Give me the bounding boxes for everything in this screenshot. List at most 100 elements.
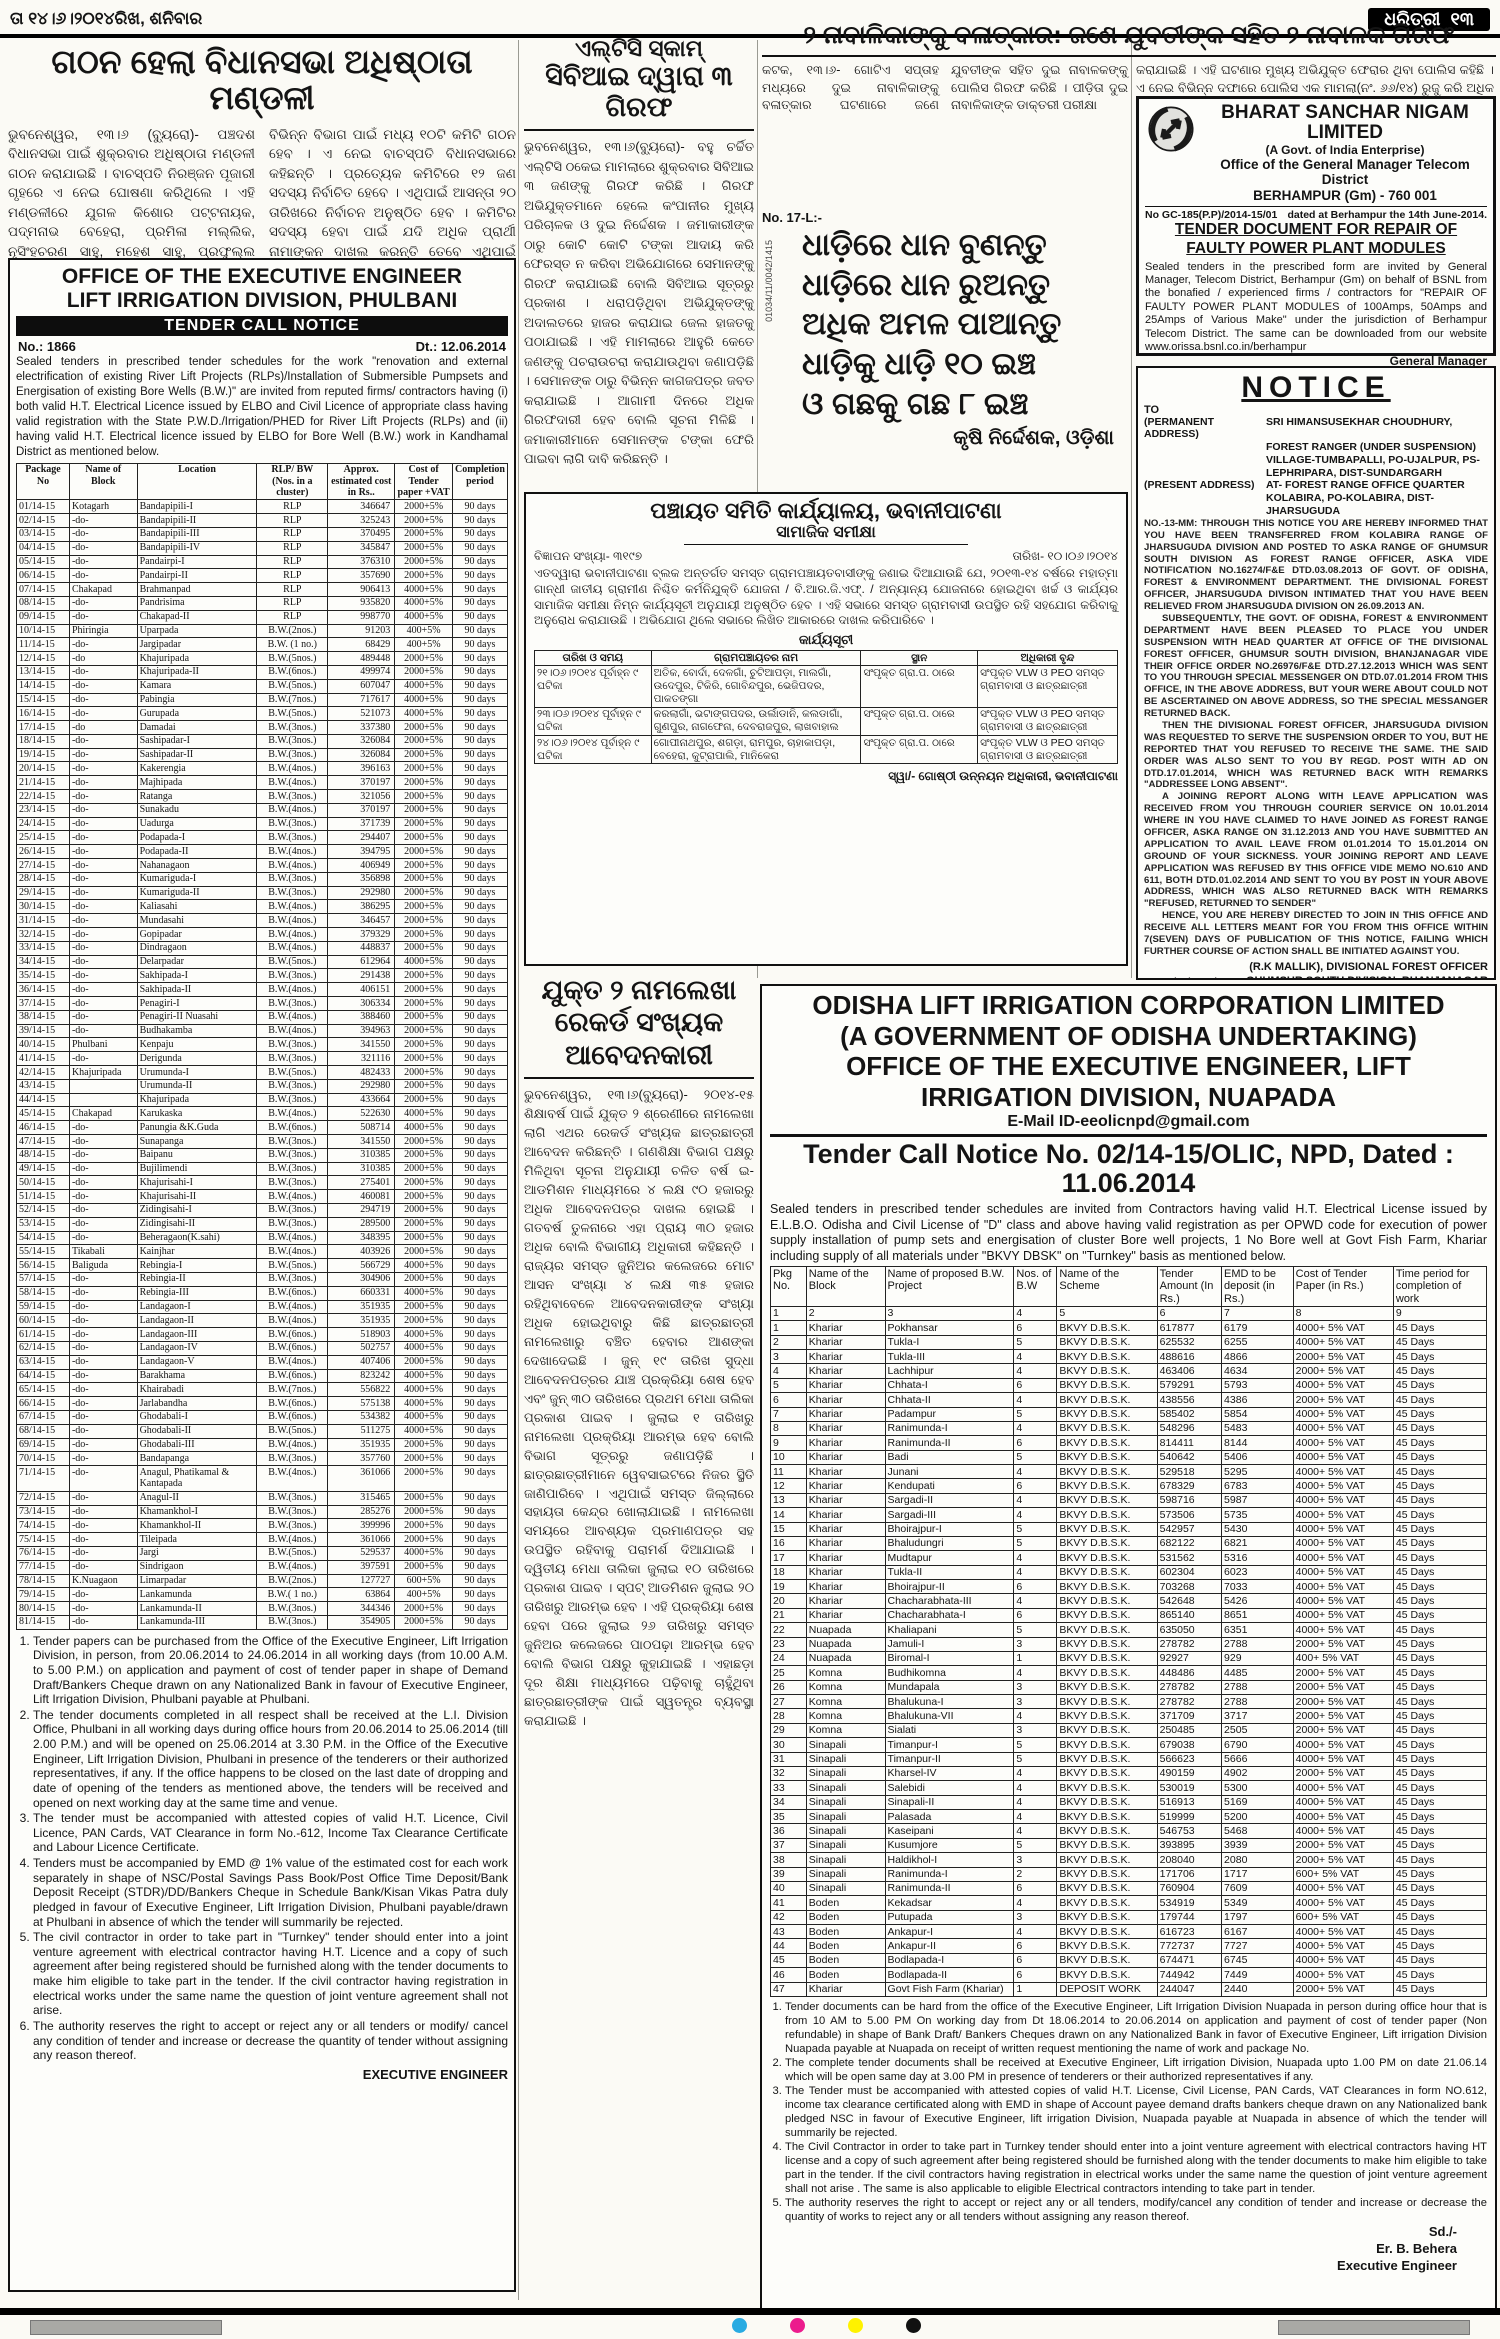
table-cell: Khamankhol-II <box>136 1518 258 1534</box>
bsnl-office: BERHAMPUR (Gm) - 760 001 <box>1253 187 1437 203</box>
table-cell: 337380 <box>327 720 396 735</box>
table-cell: 4000+ 5% VAT <box>1292 1478 1394 1494</box>
table-cell: 2000+5% <box>394 982 453 998</box>
table-cell: ୨୩।୦୬।୨୦୧୪ ପୂର୍ବାହ୍ନ ୯ ଘଟିକା <box>534 706 652 737</box>
table-cell: Nos. of B.W <box>1013 1266 1058 1307</box>
table-cell: 4000+5% <box>394 1120 453 1135</box>
table-cell: Pandrisima <box>136 595 258 611</box>
table-cell: 31 <box>770 1751 807 1767</box>
table-cell: BKVY D.B.S.K. <box>1056 1406 1158 1422</box>
table-row: 71/14-15 -do- Anagul, Phatikamal & Kantapa… <box>16 1465 509 1492</box>
table-cell: 04/14-15 <box>16 540 70 556</box>
table-cell: 351935 <box>327 1437 396 1453</box>
table-row: 72/14-15 -do- Anagul-II B.W.(3nos.) 315465 20… <box>16 1490 509 1506</box>
table-cell: B.W.(3nos.) <box>256 1601 329 1616</box>
table-row: ୨୩।୦୬।୨୦୧୪ ପୂର୍ବାହ୍ନ ୯ ଘଟିକା କରଲାଗାଁ, ଭଟା… <box>534 706 1118 737</box>
table-cell: Cost of Tender Paper (in Rs.) <box>1292 1266 1394 1307</box>
table-cell: Putupada <box>884 1909 1015 1926</box>
table-cell: Landagaon-II <box>136 1313 258 1329</box>
table-cell: 519999 <box>1156 1809 1223 1825</box>
table-cell: 15 <box>770 1521 807 1537</box>
table-cell: Sakhipada-I <box>136 968 258 984</box>
table-cell: 341550 <box>327 1134 396 1149</box>
table-cell: 2000+ 5% VAT <box>1292 1765 1394 1782</box>
table-cell: 5666 <box>1221 1751 1294 1767</box>
table-cell: -do- <box>68 513 138 528</box>
table-cell: BKVY D.B.S.K. <box>1056 1737 1158 1753</box>
table-cell: -do- <box>68 996 138 1011</box>
table-cell: -do- <box>68 1313 138 1329</box>
table-cell: Sindrigaon <box>136 1559 258 1575</box>
table-cell: B.W.(3nos.) <box>256 1134 329 1149</box>
table-cell: 2000+5% <box>394 1271 453 1287</box>
table-cell: 63864 <box>327 1587 396 1603</box>
table-cell: 45 Days <box>1392 1492 1488 1509</box>
table-cell: K.Nuagaon <box>68 1573 138 1589</box>
table-cell: BKVY D.B.S.K. <box>1056 1636 1158 1652</box>
table-cell: 361066 <box>327 1465 396 1492</box>
table-row: 8 Khariar Ranimunda-I 4 BKVY D.B.S.K. 548296 5… <box>770 1420 1488 1437</box>
table-cell: 2000+5% <box>394 1504 453 1520</box>
table-cell: 2000+5% <box>394 1518 453 1534</box>
table-cell: Kakerengia <box>136 761 258 777</box>
table-cell: B.W.( 1 no.) <box>256 1587 329 1603</box>
table-row: 58/14-15 -do- Rebingia-III B.W.(6nos.) 66033… <box>16 1285 509 1301</box>
table-cell: 32 <box>770 1765 807 1782</box>
table-row: 18/14-15 -do- Sashipadar-I B.W.(3nos.) 32608… <box>16 733 509 749</box>
table-cell: 5200 <box>1221 1809 1294 1825</box>
table-cell: 90 days <box>451 664 509 680</box>
table-cell: 45 Days <box>1392 1751 1488 1767</box>
olic-tender-notice: ODISHA LIFT IRRIGATION CORPORATION LIMIT… <box>760 984 1497 2310</box>
table-cell: 9 <box>770 1435 807 1451</box>
table-cell: 45 Days <box>1392 1564 1488 1581</box>
table-cell: 7449 <box>1221 1967 1294 1983</box>
table-cell: 75/14-15 <box>16 1532 70 1547</box>
table-cell: -do- <box>68 1423 138 1439</box>
table-cell: 250485 <box>1156 1722 1223 1739</box>
table-cell: 7033 <box>1221 1579 1294 1595</box>
to-label: TO <box>1144 403 1160 416</box>
table-cell: Rebingia-I <box>136 1258 258 1273</box>
table-cell: 18 <box>770 1564 807 1581</box>
table-cell: 62/14-15 <box>16 1340 70 1356</box>
table-cell: 5 <box>1013 1737 1058 1753</box>
table-cell: 7 <box>1221 1305 1294 1322</box>
table-cell: 4000+ 5% VAT <box>1292 1521 1394 1537</box>
table-cell: 80/14-15 <box>16 1601 70 1616</box>
table-cell: 90 days <box>451 637 509 653</box>
ad-line: ଧାଡ଼ିରେ ଧାନ ରୁଅନ୍ତୁ <box>802 266 1051 302</box>
table-cell: B.W.(4nos.) <box>256 858 329 873</box>
table-cell: 69/14-15 <box>16 1437 70 1453</box>
table-cell: 356898 <box>327 871 396 887</box>
table-cell: 5 <box>1013 1521 1058 1537</box>
table-cell: 8 <box>770 1420 807 1437</box>
table-cell: RLP <box>256 499 329 515</box>
article-body: ଭୁବନେଶ୍ୱର, ୧୩।୬(ବ୍ୟୁରୋ)- ବହୁ ଚର୍ଚ୍ଚିତ ଏଲ… <box>524 139 754 467</box>
table-cell: BKVY D.B.S.K. <box>1056 1349 1158 1365</box>
table-cell: B.W.(3nos.) <box>256 1161 329 1177</box>
table-cell: Panungia &K.Guda <box>136 1120 258 1135</box>
article-headline: ସିବିଆଇ ଦ୍ୱାରା ୩ ଗିରଫ <box>524 61 754 132</box>
table-cell: 17 <box>770 1550 807 1566</box>
table-cell: 92927 <box>1156 1650 1223 1667</box>
table-cell: B.W.(4nos.) <box>256 1437 329 1453</box>
table-cell: BKVY D.B.S.K. <box>1056 1449 1158 1466</box>
table-cell: BKVY D.B.S.K. <box>1056 1521 1158 1537</box>
table-cell: 90 days <box>451 844 509 860</box>
divider <box>770 1133 1487 1137</box>
table-cell: 579291 <box>1156 1377 1223 1394</box>
list-item: The civil contractor in order to take pa… <box>33 1930 508 2018</box>
table-cell: 2000+5% <box>394 1051 453 1067</box>
table-cell: 403926 <box>327 1244 396 1260</box>
table-cell: 36 <box>770 1823 807 1839</box>
table-cell: Kekadsar <box>884 1895 1015 1911</box>
table-cell: 448837 <box>327 940 396 956</box>
table-cell: B.W.(5nos.) <box>256 706 329 722</box>
table-cell: 4000+5% <box>394 1285 453 1301</box>
table-cell: Mundasahi <box>136 913 258 929</box>
table-cell: 4000+5% <box>394 1409 453 1425</box>
table-cell: 306334 <box>327 996 396 1011</box>
table-cell: Sinapali <box>805 1737 886 1753</box>
address-label: (PERMANENT ADDRESS) <box>1144 415 1214 441</box>
table-cell: 171706 <box>1156 1866 1223 1882</box>
